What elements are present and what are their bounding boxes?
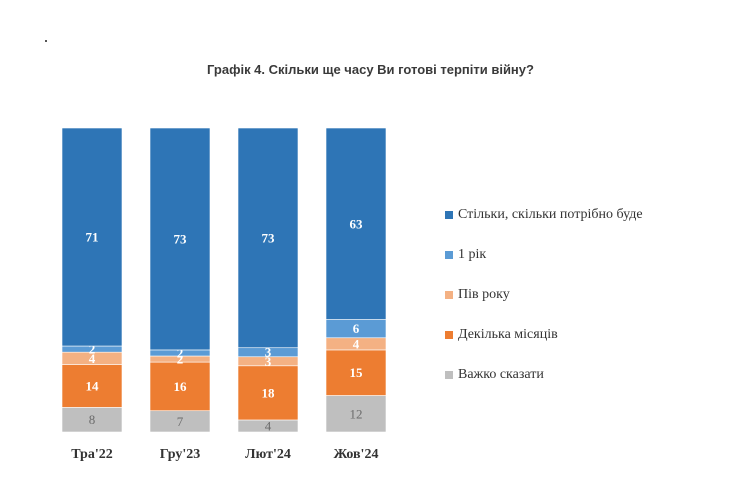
- data-label: 73: [174, 231, 188, 246]
- category-label: Жов'24: [334, 447, 379, 462]
- chart-legend: Стільки, скільки потрібно буде 1 рік Пів р…: [445, 195, 643, 395]
- data-label: 14: [86, 378, 100, 393]
- data-label: 12: [350, 406, 363, 421]
- legend-label: Пів року: [458, 287, 510, 302]
- data-label: 3: [265, 345, 272, 360]
- data-label: 15: [350, 365, 364, 380]
- legend-item: Пів року: [445, 275, 643, 315]
- data-label: 7: [177, 414, 184, 429]
- legend-swatch: [445, 331, 453, 339]
- data-label: 18: [262, 385, 276, 400]
- bar-segment: [61, 127, 123, 347]
- data-label: 3: [265, 354, 272, 369]
- category-label: Лют'24: [245, 447, 291, 462]
- bar-segment: [325, 127, 387, 320]
- legend-item: Декілька місяців: [445, 315, 643, 355]
- data-label: 2: [177, 352, 184, 367]
- data-label: 71: [86, 230, 99, 245]
- legend-swatch: [445, 371, 453, 379]
- data-label: 73: [262, 230, 276, 245]
- legend-item: Важко сказати: [445, 355, 643, 395]
- legend-item: Стільки, скільки потрібно буде: [445, 195, 643, 235]
- data-label: 4: [353, 336, 360, 351]
- legend-swatch: [445, 251, 453, 259]
- data-label: 63: [350, 216, 364, 231]
- bar-segment: [149, 127, 211, 351]
- data-label: 6: [353, 321, 360, 336]
- legend-swatch: [445, 291, 453, 299]
- data-label: 8: [89, 412, 96, 427]
- bar-segment: [149, 361, 211, 412]
- bar-segment: [325, 395, 387, 433]
- legend-item: 1 рік: [445, 235, 643, 275]
- legend-label: Декілька місяців: [458, 327, 558, 342]
- chart-title: Графік 4. Скільки ще часу Ви готові терп…: [207, 62, 534, 77]
- legend-swatch: [445, 211, 453, 219]
- bar-segment: [325, 349, 387, 396]
- bar-segment: [61, 407, 123, 433]
- bar-segment: [237, 365, 299, 421]
- data-label: 2: [177, 345, 184, 360]
- bar-segment: [61, 364, 123, 408]
- data-label: 16: [174, 379, 188, 394]
- bar-segment: [237, 127, 299, 349]
- data-label: 2: [89, 342, 96, 357]
- data-label: 4: [89, 351, 96, 366]
- data-label: 4: [265, 418, 272, 433]
- legend-label: 1 рік: [458, 247, 487, 262]
- category-label: Гру'23: [160, 447, 201, 462]
- legend-label: Важко сказати: [458, 367, 544, 382]
- legend-label: Стільки, скільки потрібно буде: [458, 207, 643, 222]
- stray-dot: [45, 40, 47, 42]
- category-label: Тра'22: [71, 447, 112, 462]
